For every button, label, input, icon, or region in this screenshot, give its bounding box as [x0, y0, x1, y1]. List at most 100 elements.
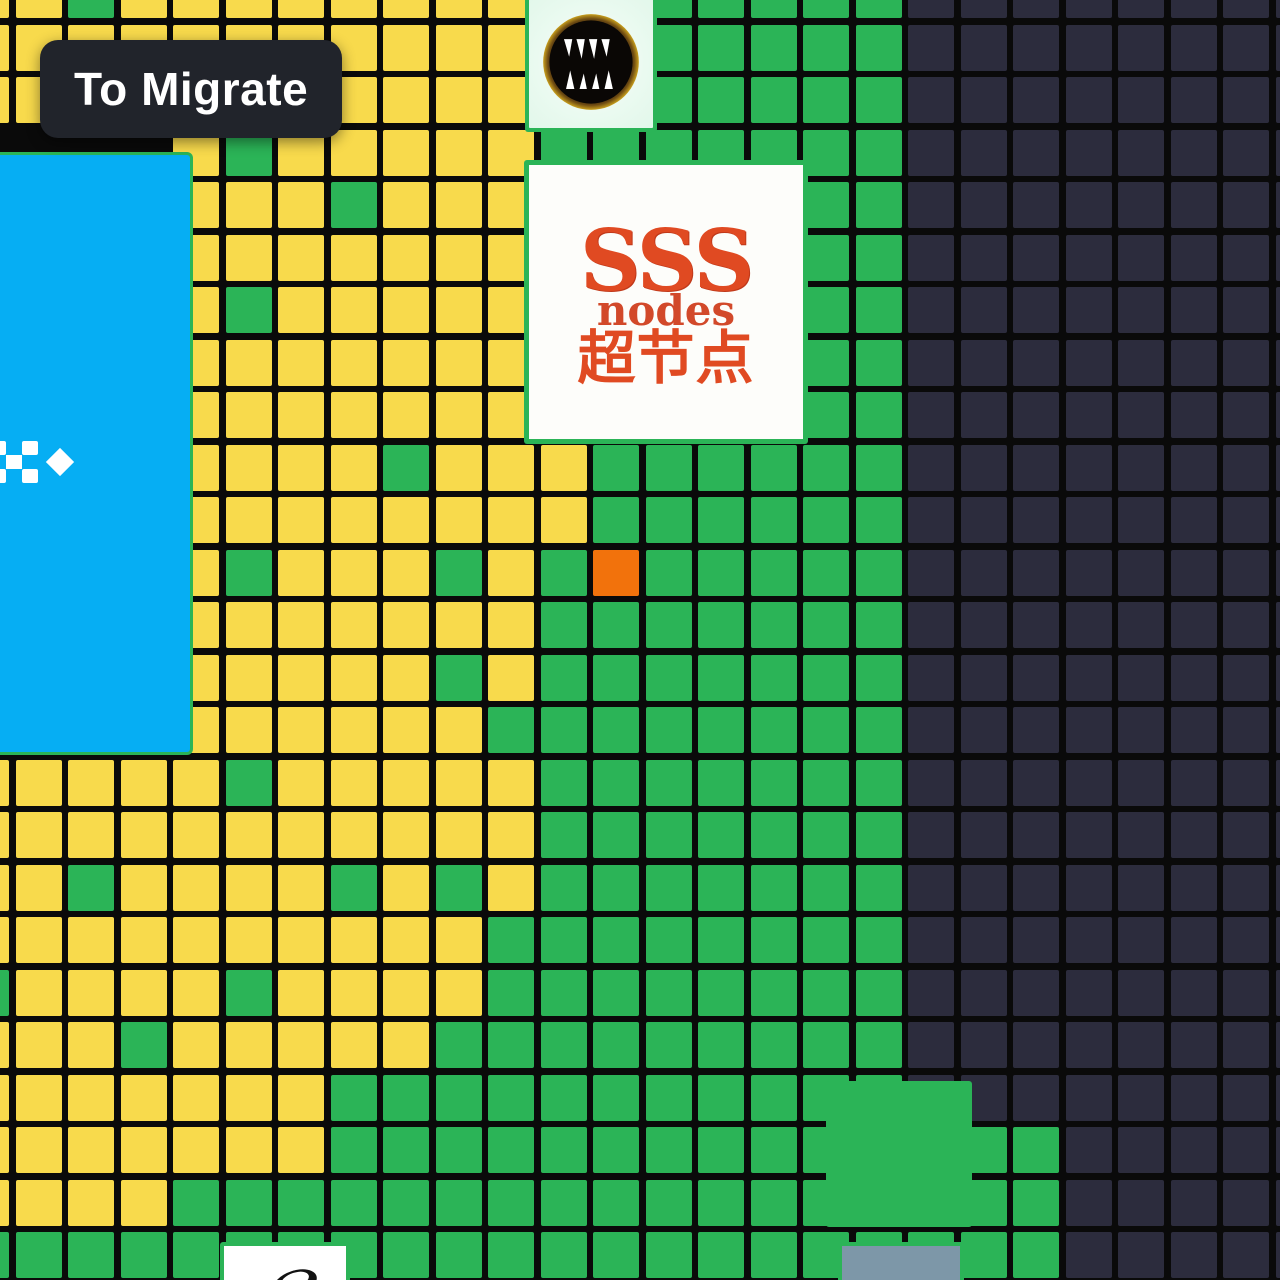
land-cell[interactable] [1223, 1022, 1269, 1068]
land-cell[interactable] [225, 654, 272, 701]
land-cell[interactable] [1118, 392, 1164, 438]
land-cell[interactable] [698, 1074, 744, 1121]
land-cell[interactable] [15, 1179, 62, 1226]
land-cell[interactable] [803, 287, 849, 333]
land-cell[interactable] [1013, 812, 1059, 858]
land-cell[interactable] [593, 812, 639, 858]
land-cell[interactable] [1118, 1127, 1164, 1173]
land-cell[interactable] [330, 1074, 377, 1121]
land-cell[interactable] [540, 497, 587, 543]
land-cell[interactable] [225, 812, 272, 858]
land-cell[interactable] [383, 0, 429, 18]
land-cell[interactable] [330, 812, 377, 858]
land-cell[interactable] [645, 1074, 692, 1121]
land-cell[interactable] [1065, 287, 1112, 333]
land-cell[interactable] [908, 707, 954, 753]
land-cell[interactable] [68, 969, 114, 1016]
land-cell[interactable] [540, 707, 587, 753]
land-cell[interactable] [1275, 234, 1280, 281]
land-cell[interactable] [908, 917, 954, 963]
land-cell[interactable] [1170, 707, 1217, 753]
land-cell[interactable] [1223, 812, 1269, 858]
land-cell[interactable] [435, 707, 482, 753]
land-cell[interactable] [1013, 129, 1059, 176]
land-cell[interactable] [435, 602, 482, 648]
land-cell[interactable] [855, 182, 902, 228]
land-cell[interactable] [803, 497, 849, 543]
land-cell[interactable] [1170, 234, 1217, 281]
land-cell[interactable] [0, 1179, 9, 1226]
land-cell[interactable] [225, 234, 272, 281]
land-cell[interactable] [330, 654, 377, 701]
land-cell[interactable] [645, 444, 692, 491]
land-cell[interactable] [383, 1127, 429, 1173]
land-cell[interactable] [1223, 287, 1269, 333]
land-cell[interactable] [488, 969, 534, 1016]
land-cell[interactable] [1170, 339, 1217, 386]
land-cell[interactable] [1223, 444, 1269, 491]
land-cell[interactable] [1170, 77, 1217, 123]
land-cell[interactable] [15, 0, 62, 18]
land-cell[interactable] [1065, 1022, 1112, 1068]
land-cell[interactable] [1065, 24, 1112, 71]
land-cell[interactable] [645, 917, 692, 963]
land-cell[interactable] [0, 864, 9, 911]
land-cell[interactable] [488, 497, 534, 543]
land-cell[interactable] [593, 1022, 639, 1068]
land-cell[interactable] [1013, 0, 1059, 18]
land-cell[interactable] [645, 1179, 692, 1226]
land-cell[interactable] [908, 1022, 954, 1068]
land-cell[interactable] [1065, 77, 1112, 123]
land-cell[interactable] [68, 812, 114, 858]
land-cell[interactable] [1065, 0, 1112, 18]
selected-land-cell[interactable] [593, 549, 639, 596]
land-cell[interactable] [488, 812, 534, 858]
land-cell[interactable] [278, 0, 324, 18]
land-cell[interactable] [698, 812, 744, 858]
land-cell[interactable] [225, 182, 272, 228]
land-cell[interactable] [698, 654, 744, 701]
land-cell[interactable] [645, 0, 692, 18]
land-cell[interactable] [225, 497, 272, 543]
land-cell[interactable] [1275, 707, 1280, 753]
land-cell[interactable] [1170, 24, 1217, 71]
land-cell[interactable] [540, 812, 587, 858]
land-cell[interactable] [120, 864, 167, 911]
land-cell[interactable] [698, 497, 744, 543]
land-cell[interactable] [330, 0, 377, 18]
land-cell[interactable] [645, 812, 692, 858]
land-cell[interactable] [960, 0, 1007, 18]
land-cell[interactable] [908, 24, 954, 71]
land-cell[interactable] [908, 969, 954, 1016]
land-cell[interactable] [383, 864, 429, 911]
land-cell[interactable] [1118, 812, 1164, 858]
land-cell[interactable] [540, 969, 587, 1016]
land-cell[interactable] [1170, 654, 1217, 701]
land-cell[interactable] [435, 1179, 482, 1226]
land-cell[interactable] [1275, 129, 1280, 176]
land-cell[interactable] [1170, 1232, 1217, 1278]
land-cell[interactable] [645, 497, 692, 543]
land-cell[interactable] [225, 1127, 272, 1173]
land-cell[interactable] [330, 969, 377, 1016]
land-cell[interactable] [908, 182, 954, 228]
land-cell[interactable] [435, 0, 482, 18]
land-cell[interactable] [488, 1179, 534, 1226]
land-cell[interactable] [750, 864, 797, 911]
land-cell[interactable] [435, 1232, 482, 1278]
land-cell[interactable] [908, 602, 954, 648]
land-cell[interactable] [1275, 1127, 1280, 1173]
land-cell[interactable] [855, 917, 902, 963]
land-cell[interactable] [1065, 497, 1112, 543]
land-cell[interactable] [488, 602, 534, 648]
land-cell[interactable] [1170, 549, 1217, 596]
land-cell[interactable] [435, 77, 482, 123]
land-cell[interactable] [330, 234, 377, 281]
land-cell[interactable] [68, 1179, 114, 1226]
land-cell[interactable] [540, 602, 587, 648]
land-cell[interactable] [855, 864, 902, 911]
land-cell[interactable] [225, 969, 272, 1016]
land-cell[interactable] [383, 339, 429, 386]
land-cell[interactable] [1170, 812, 1217, 858]
